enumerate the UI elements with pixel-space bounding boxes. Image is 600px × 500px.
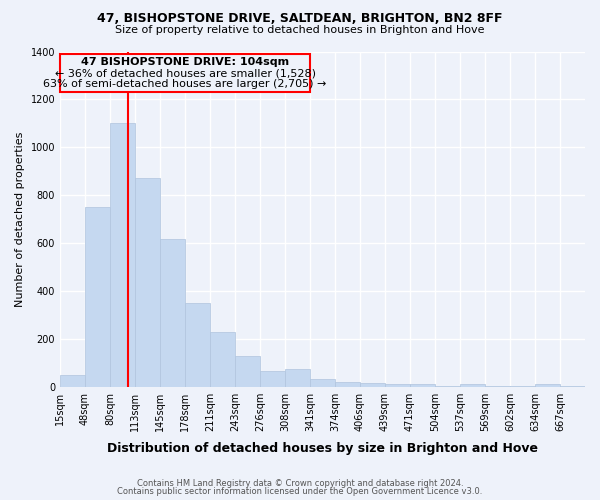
Text: 63% of semi-detached houses are larger (2,705) →: 63% of semi-detached houses are larger (… bbox=[43, 79, 327, 89]
Bar bbox=[235, 356, 260, 386]
X-axis label: Distribution of detached houses by size in Brighton and Hove: Distribution of detached houses by size … bbox=[107, 442, 538, 455]
Text: Size of property relative to detached houses in Brighton and Hove: Size of property relative to detached ho… bbox=[115, 25, 485, 35]
Bar bbox=[135, 178, 160, 386]
Bar bbox=[535, 384, 560, 386]
Y-axis label: Number of detached properties: Number of detached properties bbox=[15, 132, 25, 307]
Bar bbox=[210, 332, 235, 386]
Bar bbox=[335, 382, 360, 386]
Bar bbox=[410, 384, 435, 386]
Bar bbox=[310, 380, 335, 386]
Bar bbox=[185, 303, 210, 386]
Text: 47 BISHOPSTONE DRIVE: 104sqm: 47 BISHOPSTONE DRIVE: 104sqm bbox=[81, 58, 289, 68]
Bar bbox=[285, 368, 310, 386]
Bar bbox=[110, 124, 135, 386]
Bar bbox=[460, 384, 485, 386]
Text: Contains HM Land Registry data © Crown copyright and database right 2024.: Contains HM Land Registry data © Crown c… bbox=[137, 478, 463, 488]
Bar bbox=[260, 371, 285, 386]
Bar bbox=[360, 383, 385, 386]
FancyBboxPatch shape bbox=[60, 54, 310, 92]
Bar bbox=[385, 384, 410, 386]
Bar bbox=[160, 240, 185, 386]
Text: 47, BISHOPSTONE DRIVE, SALTDEAN, BRIGHTON, BN2 8FF: 47, BISHOPSTONE DRIVE, SALTDEAN, BRIGHTO… bbox=[97, 12, 503, 26]
Bar bbox=[60, 374, 85, 386]
Text: ← 36% of detached houses are smaller (1,528): ← 36% of detached houses are smaller (1,… bbox=[55, 69, 316, 79]
Bar bbox=[85, 207, 110, 386]
Text: Contains public sector information licensed under the Open Government Licence v3: Contains public sector information licen… bbox=[118, 487, 482, 496]
